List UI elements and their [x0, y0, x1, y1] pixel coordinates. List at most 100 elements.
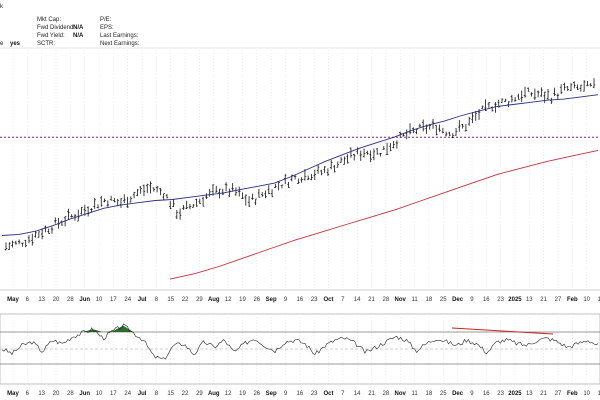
price-bar	[145, 183, 149, 194]
price-bars	[4, 78, 596, 251]
price-bar	[99, 196, 103, 207]
price-bar	[142, 184, 146, 197]
x-tick-label-lower: 23	[497, 391, 504, 397]
pe-label: P/E:	[100, 17, 112, 23]
fwd-dividend-label: Fwd Dividend:	[37, 25, 75, 31]
price-bar	[132, 191, 136, 199]
x-tick-label: 21	[368, 297, 375, 303]
x-tick-label: 27	[555, 297, 562, 303]
x-tick-label: 28	[67, 297, 74, 303]
price-bar	[382, 146, 386, 150]
price-bar	[280, 184, 284, 189]
price-bar	[471, 112, 474, 124]
price-bar	[165, 193, 169, 199]
fwd-dividend-value: N/A	[73, 25, 84, 31]
indicator-series	[1, 323, 599, 360]
price-bar	[109, 195, 113, 201]
price-bar	[527, 87, 530, 92]
x-tick-label: 13	[38, 297, 45, 303]
price-bar	[270, 189, 274, 198]
x-tick-label-lower: Sep	[266, 391, 277, 397]
price-bar	[346, 154, 349, 164]
price-bar	[352, 153, 356, 161]
price-bar	[306, 175, 310, 181]
x-tick-label: 17	[110, 297, 117, 303]
price-bar	[113, 198, 116, 203]
x-tick-label-lower: 18	[426, 391, 433, 397]
price-bar	[86, 206, 90, 217]
price-bar	[297, 178, 300, 184]
price-bar	[247, 196, 251, 207]
price-bar	[34, 231, 37, 238]
price-bar	[152, 187, 156, 192]
header-flag-label: e	[0, 41, 4, 47]
price-bar	[343, 156, 346, 165]
price-bar	[395, 140, 399, 149]
x-tick-label: Nov	[395, 297, 407, 303]
price-bar	[316, 164, 320, 174]
price-bar	[313, 169, 317, 181]
chart-header: k e yes Mkt Cap: Fwd Dividend: N/A Fwd Y…	[0, 4, 140, 47]
x-tick-label-lower: 9	[470, 391, 474, 397]
price-bar	[70, 214, 73, 218]
x-tick-label: 20	[53, 297, 60, 303]
price-grid	[12, 50, 587, 290]
price-bar	[435, 125, 438, 136]
x-tick-label-lower: 13	[38, 391, 45, 397]
price-bar	[326, 168, 330, 177]
price-bar	[372, 148, 376, 161]
price-bar	[540, 87, 543, 97]
price-bar	[408, 123, 412, 135]
price-bar	[444, 131, 448, 137]
price-bar	[362, 148, 366, 158]
x-tick-label-lower: 14	[354, 391, 361, 397]
x-tick-label: 18	[426, 297, 433, 303]
price-bar	[513, 97, 517, 102]
price-bar	[523, 86, 527, 98]
price-bar	[576, 84, 579, 91]
x-tick-label-lower: 28	[67, 391, 74, 397]
x-tick-label: 13	[526, 297, 533, 303]
x-tick-label: 26	[253, 297, 260, 303]
price-bar	[536, 90, 540, 98]
sctr-label: SCTR:	[37, 41, 55, 47]
x-tick-label: 7	[341, 297, 345, 303]
price-bar	[40, 228, 44, 240]
x-tick-label-lower: 10	[583, 391, 590, 397]
price-bar	[231, 183, 234, 192]
price-bar	[175, 210, 179, 220]
price-bar	[366, 150, 369, 155]
price-bar	[369, 150, 372, 163]
price-bar	[205, 193, 208, 199]
price-bar	[553, 87, 556, 96]
price-bar	[543, 91, 547, 104]
x-tick-label: 10	[96, 297, 103, 303]
price-bar	[559, 84, 563, 94]
x-tick-label: 29	[196, 297, 203, 303]
price-bar	[300, 177, 303, 183]
indicator-line	[1, 323, 599, 360]
price-bar	[122, 194, 126, 204]
price-bar	[244, 194, 248, 206]
price-bar	[103, 198, 106, 203]
mkt-cap-label: Mkt Cap:	[37, 17, 61, 23]
x-tick-label-lower: 8	[155, 391, 159, 397]
price-bar	[349, 147, 353, 158]
x-tick-label: 16	[483, 297, 490, 303]
price-bar	[106, 200, 110, 207]
price-bar	[504, 98, 507, 103]
x-tick-label: 10	[583, 297, 590, 303]
price-bar	[139, 186, 142, 194]
price-bar	[50, 226, 54, 234]
price-bar	[517, 93, 520, 100]
price-bar	[21, 242, 24, 247]
x-tick-label: 23	[311, 297, 318, 303]
price-bar	[500, 98, 504, 103]
x-tick-label: Oct	[324, 297, 334, 303]
x-tick-label-lower: 6	[26, 391, 30, 397]
indicator-overbought-fill	[82, 325, 134, 332]
price-bar	[30, 233, 34, 246]
price-bar	[159, 188, 162, 196]
next-earnings-label: Next Earnings:	[100, 41, 140, 47]
